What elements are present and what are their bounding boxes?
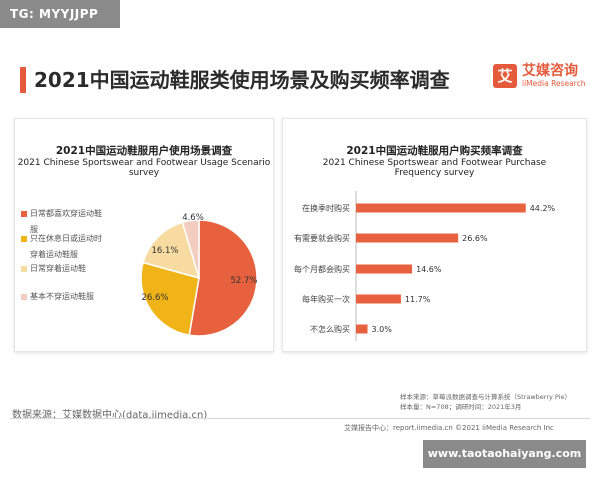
bar-4 <box>356 294 401 304</box>
title-accent-bar <box>20 67 26 93</box>
logo-name-en: iiMedia Research <box>522 79 586 88</box>
legend-label-3: 日常穿着运动鞋 <box>30 264 86 273</box>
tg-tag: TG: MYYJJPP <box>0 0 120 28</box>
logo-name-cn: 艾媒咨询 <box>522 63 578 79</box>
legend-label-1b: 服 <box>30 225 38 234</box>
legend-label-1a: 日常都喜欢穿运动鞋 <box>30 209 102 218</box>
legend-swatch-4 <box>21 294 27 300</box>
bar-value-1: 44.2% <box>530 204 556 213</box>
pie-label-3: 16.1% <box>151 246 178 256</box>
bar-category-5: 不怎么购买 <box>310 324 350 334</box>
pie-slice-1 <box>188 219 258 337</box>
pie-title-en-1: 2021 Chinese Sportswear and Footwear Usa… <box>17 158 271 168</box>
page-title: 2021中国运动鞋服类使用场景及购买频率调查 <box>34 68 450 92</box>
bar-value-3: 14.6% <box>416 265 442 274</box>
bar-category-3: 每个月都会购买 <box>294 264 350 274</box>
legend-swatch-1 <box>21 211 27 217</box>
watermark: www.taotaohaiyang.com <box>423 440 586 468</box>
pie-slice-4 <box>181 219 200 279</box>
pie-label-2: 26.6% <box>141 293 168 303</box>
pie-chart: 52.7% 26.6% 16.1% 4.6% <box>140 213 258 337</box>
bar-value-4: 11.7% <box>405 295 431 304</box>
sample-notes: 样本来源：草莓派数据调查与计算系统（Strawberry Pie） 样本量：N=… <box>400 392 571 412</box>
sample-source: 样本来源：草莓派数据调查与计算系统（Strawberry Pie） <box>400 393 571 401</box>
bar-category-2: 有需要就会购买 <box>294 233 350 243</box>
logo-icon: 艾 <box>493 64 517 88</box>
legend-swatch-3 <box>21 266 27 272</box>
pie-chart-title: 2021中国运动鞋服用户使用场景调查 2021 Chinese Sportswe… <box>15 143 273 178</box>
bar-category-4: 每年购买一次 <box>302 294 350 304</box>
pie-slice-2 <box>140 261 200 337</box>
legend-label-4: 基本不穿运动鞋服 <box>30 292 94 301</box>
legend-label-2b: 穿着运动鞋服 <box>30 250 78 259</box>
bar-value-5: 3.0% <box>372 325 393 334</box>
bar-chart-title: 2021中国运动鞋服用户购买频率调查 2021 Chinese Sportswe… <box>283 143 586 178</box>
copyright: 艾媒报告中心：report.iimedia.cn ©2021 iiMedia R… <box>344 424 554 432</box>
pie-slice-3 <box>142 221 201 280</box>
bar-5 <box>356 324 368 334</box>
bar-title-cn: 2021中国运动鞋服用户购买频率调查 <box>346 145 523 157</box>
purchase-frequency-panel: 2021中国运动鞋服用户购买频率调查 2021 Chinese Sportswe… <box>282 118 587 352</box>
bar-title-en-2: Frequency survey <box>394 168 475 178</box>
pie-title-en-2: survey <box>128 168 160 178</box>
pie-label-1: 52.7% <box>230 276 257 286</box>
sample-info: 样本量：N=708；调研时间：2021年3月 <box>400 403 522 411</box>
footer-divider <box>10 418 590 419</box>
usage-scenario-panel: 2021中国运动鞋服用户使用场景调查 2021 Chinese Sportswe… <box>14 118 274 352</box>
pie-title-cn: 2021中国运动鞋服用户使用场景调查 <box>55 145 233 157</box>
bar-1 <box>356 203 526 213</box>
bar-3 <box>356 264 413 274</box>
data-source: 数据来源：艾媒数据中心(data.iimedia.cn) <box>12 410 208 421</box>
brand-logo: 艾 艾媒咨询 iiMedia Research <box>493 63 585 89</box>
legend-swatch-2 <box>21 236 27 242</box>
bar-chart: 在换季时购买 44.2% 有需要就会购买 26.6% 每个月都会购买 14.6% 每年购买一… <box>294 191 556 341</box>
pie-label-4: 4.6% <box>182 213 204 223</box>
bar-category-1: 在换季时购买 <box>302 203 350 213</box>
bar-title-en-1: 2021 Chinese Sportswear and Footwear Pur… <box>322 158 547 168</box>
bar-value-2: 26.6% <box>462 234 488 243</box>
legend-label-2a: 只在休息日或运动时 <box>30 234 102 243</box>
bar-2 <box>356 233 459 243</box>
